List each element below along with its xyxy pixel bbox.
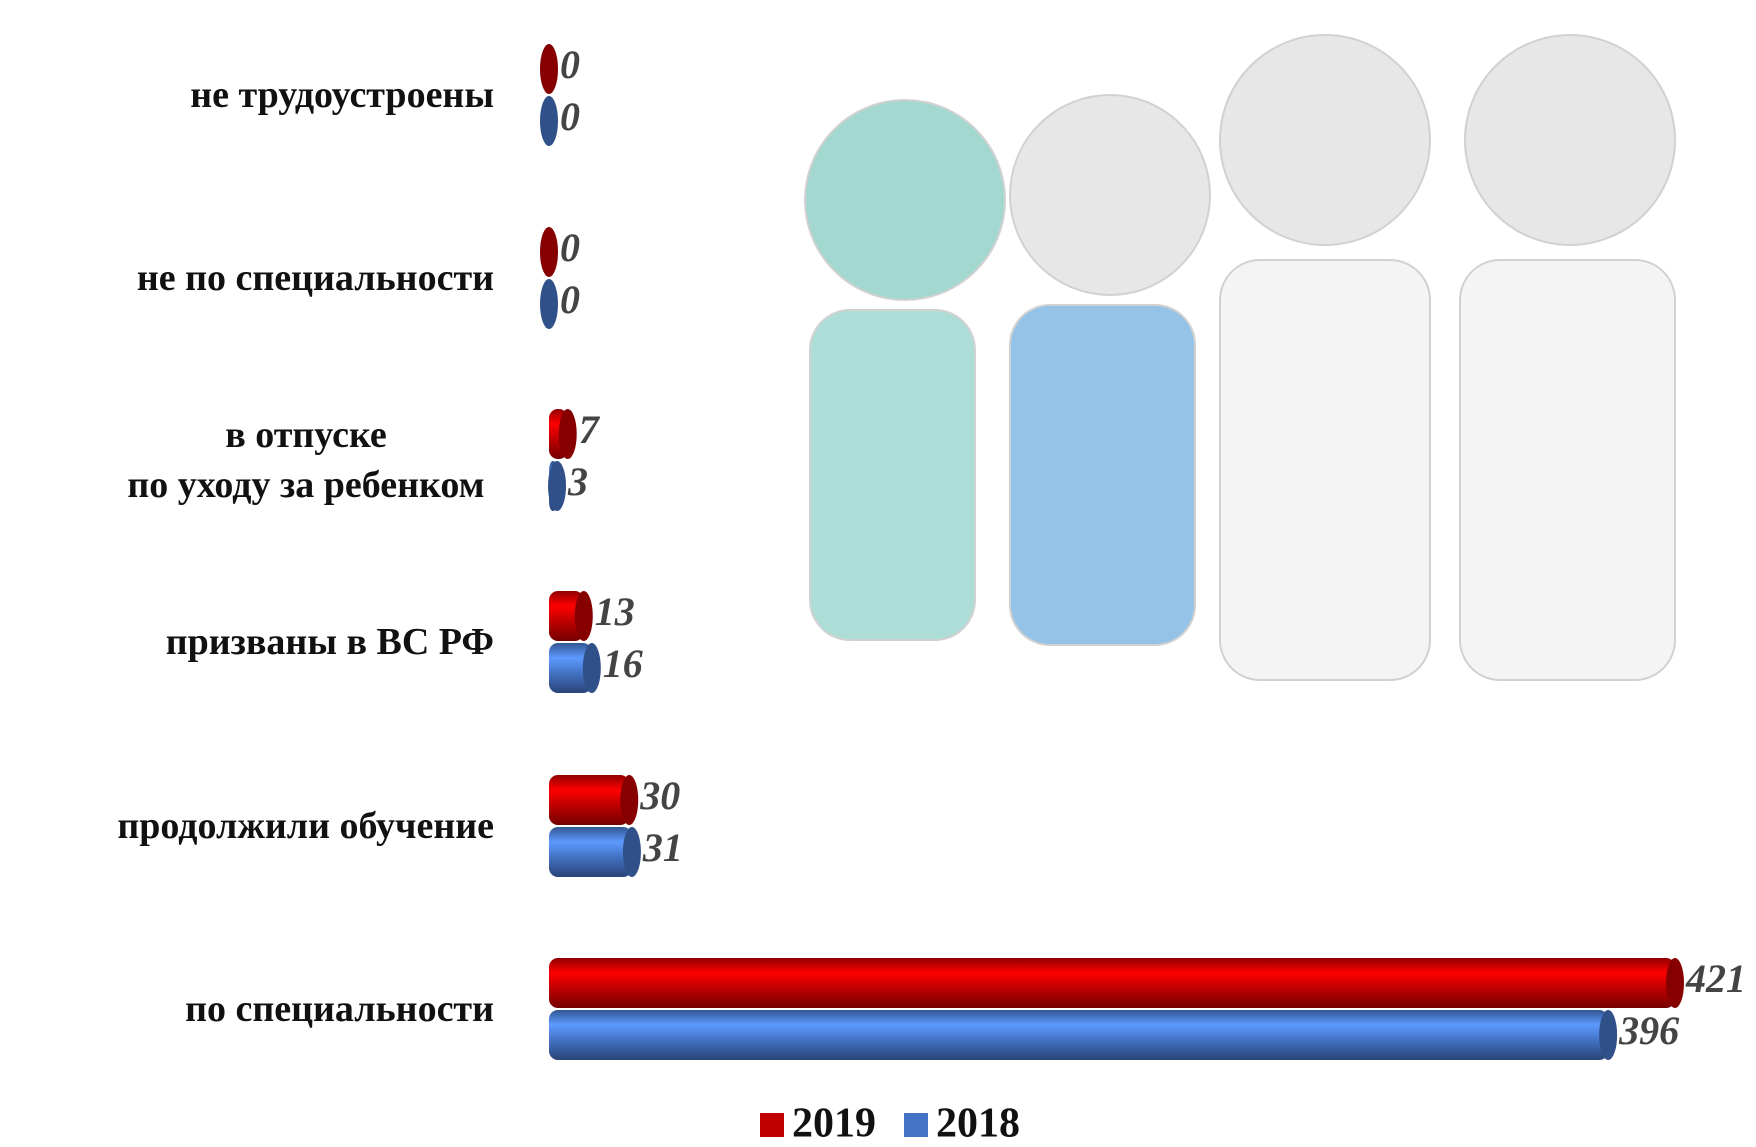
bar-cap xyxy=(540,279,558,329)
bar xyxy=(549,958,1684,1008)
bar xyxy=(549,643,601,693)
value-label: 31 xyxy=(642,825,683,870)
bar-body xyxy=(549,775,629,825)
bar-cap xyxy=(559,409,577,459)
category-label: продолжили обучение xyxy=(14,801,494,851)
bar-cap xyxy=(540,227,558,277)
value-label: 30 xyxy=(639,773,680,818)
bar xyxy=(549,1010,1617,1060)
bar-cap xyxy=(1666,958,1684,1008)
bar-cap xyxy=(583,643,601,693)
bar xyxy=(540,227,558,277)
value-label: 396 xyxy=(1618,1008,1679,1053)
bar xyxy=(540,96,558,146)
bar xyxy=(549,591,593,641)
bar xyxy=(549,827,641,877)
category-label: не трудоустроены xyxy=(14,70,494,120)
bar xyxy=(549,409,577,459)
value-label: 13 xyxy=(595,589,635,634)
bar-cap xyxy=(1599,1010,1617,1060)
legend-label: 2018 xyxy=(936,1101,1020,1147)
value-label: 7 xyxy=(579,407,601,452)
bar-cap xyxy=(623,827,641,877)
legend-label: 2019 xyxy=(792,1101,876,1147)
value-label: 16 xyxy=(603,641,643,686)
value-label: 3 xyxy=(567,459,588,504)
value-label: 0 xyxy=(560,277,580,322)
bar-body xyxy=(549,958,1675,1008)
value-label: 421 xyxy=(1685,956,1746,1001)
value-label: 0 xyxy=(560,94,580,139)
bar-cap xyxy=(620,775,638,825)
value-label: 0 xyxy=(560,42,580,87)
category-label: по специальности xyxy=(14,984,494,1034)
bar-cap xyxy=(540,44,558,94)
category-label: в отпуске по уходу за ребенком xyxy=(66,410,546,510)
bar-cap xyxy=(548,461,566,511)
bar-body xyxy=(549,827,632,877)
bar xyxy=(540,279,558,329)
legend-swatch xyxy=(904,1113,928,1137)
bar xyxy=(548,461,566,511)
bar xyxy=(549,775,638,825)
illustration xyxy=(805,35,1675,680)
bar-cap xyxy=(575,591,593,641)
chart: 0 0 0 0 7 3 13 16 30 31 421396 2019 2018 не трудоуст… xyxy=(0,0,1756,1147)
category-label: призваны в ВС РФ xyxy=(14,617,494,667)
bar-body xyxy=(549,1010,1608,1060)
bar xyxy=(540,44,558,94)
legend-swatch xyxy=(760,1113,784,1137)
category-label: не по специальности xyxy=(14,253,494,303)
chart-canvas: 0 0 0 0 7 3 13 16 30 31 421396 2019 2018 xyxy=(0,0,1756,1147)
bar-cap xyxy=(540,96,558,146)
value-label: 0 xyxy=(560,225,580,270)
